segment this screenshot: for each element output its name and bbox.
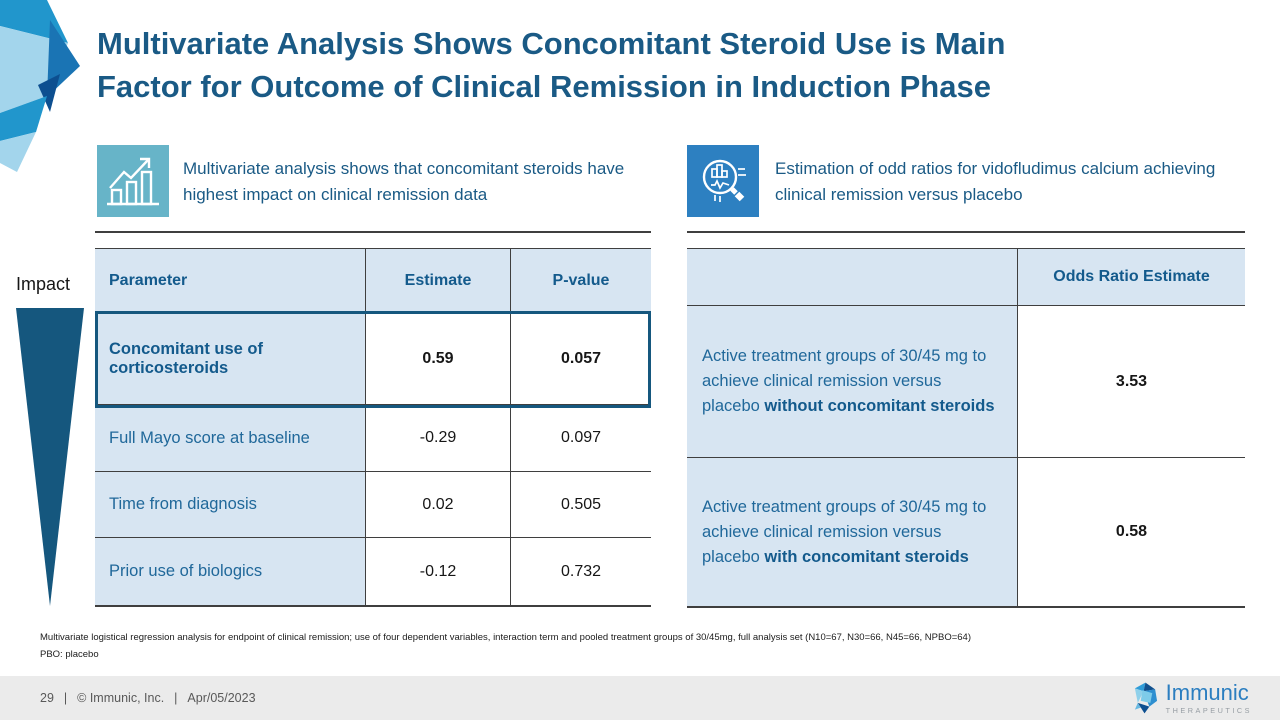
ort-row2-description: Active treatment groups of 30/45 mg to a… [687, 458, 1017, 606]
lt-row4-pvalue: 0.732 [510, 538, 651, 605]
lt-row1-estimate: 0.59 [365, 313, 510, 405]
logo-gem-icon [1134, 682, 1157, 714]
lt-row3-estimate: 0.02 [365, 472, 510, 538]
slide-title: Multivariate Analysis Shows Concomitant … [97, 22, 1005, 108]
ort-row1-text: Active treatment groups of 30/45 mg to a… [702, 347, 987, 415]
magnifier-chart-icon [702, 159, 746, 202]
left-summary-icon-box [97, 145, 169, 217]
right-summary-icon-box [687, 145, 759, 217]
logo-texts: Immunic THERAPEUTICS [1165, 679, 1252, 715]
lt-row4-parameter: Prior use of biologics [95, 538, 365, 605]
lt-row4-estimate: -0.12 [365, 538, 510, 605]
footer-copyright: © Immunic, Inc. [77, 691, 165, 705]
lt-row2-estimate: -0.29 [365, 405, 510, 472]
right-summary-caption: Estimation of odd ratios for vidofludimu… [775, 159, 1216, 204]
ort-row2-value: 0.58 [1017, 458, 1245, 606]
lt-pvalue-header: P-value [510, 249, 651, 313]
slide-title-line-1: Multivariate Analysis Shows Concomitant … [97, 26, 1006, 61]
lt-parameter-header: Parameter [95, 249, 365, 313]
ort-row2-text: Active treatment groups of 30/45 mg to a… [702, 497, 987, 566]
ort-row1-bold-text: without concomitant steroids [764, 397, 995, 415]
lt-row1-pvalue: 0.057 [510, 313, 651, 405]
immunic-logo: Immunic THERAPEUTICS [1132, 676, 1252, 720]
odds-ratio-table: Odds Ratio Estimate Active treatment gro… [687, 248, 1245, 608]
footer-date: Apr/05/2023 [187, 691, 256, 705]
multivariate-table: Parameter Estimate P-value Concomitant u… [95, 248, 651, 607]
ort-row2-bold-text: with concomitant steroids [764, 547, 969, 566]
lt-row1-parameter: Concomitant use of corticosteroids [95, 313, 365, 405]
footnote-line-1: Multivariate logistical regression analy… [40, 632, 971, 643]
ort-header-odds-ratio: Odds Ratio Estimate [1017, 249, 1245, 306]
slide-title-line-2: Factor for Outcome of Clinical Remission… [97, 69, 991, 104]
lt-estimate-header: Estimate [365, 249, 510, 313]
corner-gem-decoration [0, 0, 80, 172]
logo-subtext: THERAPEUTICS [1165, 705, 1252, 715]
ort-header-empty [687, 249, 1017, 306]
impact-funnel-icon [16, 308, 84, 606]
right-caption-underline [687, 231, 1245, 233]
ort-row1-value: 3.53 [1017, 306, 1245, 458]
footnote-line-2: PBO: placebo [40, 649, 99, 660]
lt-row3-parameter: Time from diagnosis [95, 472, 365, 538]
footer-meta: 29 | © Immunic, Inc. | Apr/05/2023 [40, 691, 256, 705]
footer-separator-1: | [63, 691, 68, 705]
left-summary-caption: Multivariate analysis shows that concomi… [183, 159, 625, 204]
footer-bar: 29 | © Immunic, Inc. | Apr/05/2023 Immun… [0, 676, 1280, 720]
page-number: 29 [40, 691, 54, 705]
ort-row1-description: Active treatment groups of 30/45 mg to a… [687, 306, 1017, 458]
footer-separator-2: | [174, 691, 178, 705]
bar-chart-growth-icon [107, 157, 159, 206]
lt-row2-parameter: Full Mayo score at baseline [95, 405, 365, 472]
left-caption-underline [95, 231, 651, 233]
impact-label: Impact [16, 274, 71, 294]
logo-wordmark: Immunic [1165, 679, 1249, 705]
lt-row3-pvalue: 0.505 [510, 472, 651, 538]
footnote: Multivariate logistical regression analy… [40, 629, 1140, 663]
lt-row2-pvalue: 0.097 [510, 405, 651, 472]
